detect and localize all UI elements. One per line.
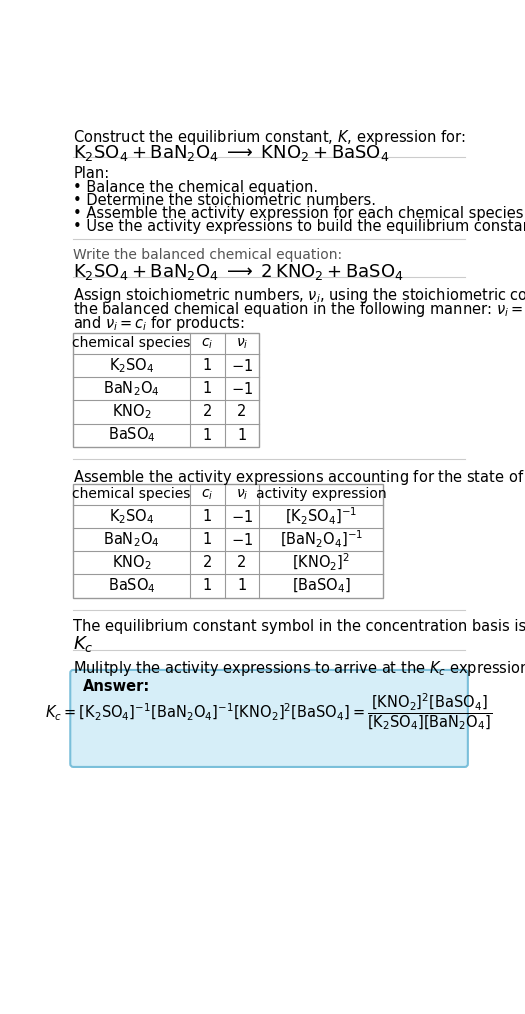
Text: $-1$: $-1$ <box>231 509 253 524</box>
Text: Mulitply the activity expressions to arrive at the $K_c$ expression:: Mulitply the activity expressions to arr… <box>74 659 525 678</box>
Text: 1: 1 <box>203 579 212 593</box>
Text: $\mathrm{KNO_2}$: $\mathrm{KNO_2}$ <box>112 403 151 422</box>
Text: $c_i$: $c_i$ <box>201 337 213 351</box>
Text: $\mathrm{K_2SO_4 + BaN_2O_4 \;\longrightarrow\; KNO_2 + BaSO_4}$: $\mathrm{K_2SO_4 + BaN_2O_4 \;\longright… <box>74 143 390 163</box>
Text: and $\nu_i = c_i$ for products:: and $\nu_i = c_i$ for products: <box>74 314 245 334</box>
Text: Answer:: Answer: <box>82 679 150 695</box>
Text: 1: 1 <box>203 532 212 548</box>
Text: 2: 2 <box>202 556 212 571</box>
Text: $\mathrm{BaN_2O_4}$: $\mathrm{BaN_2O_4}$ <box>103 379 160 399</box>
Text: 1: 1 <box>203 358 212 373</box>
Text: • Determine the stoichiometric numbers.: • Determine the stoichiometric numbers. <box>74 194 376 208</box>
Text: 2: 2 <box>237 556 247 571</box>
Text: Construct the equilibrium constant, $K$, expression for:: Construct the equilibrium constant, $K$,… <box>74 128 466 147</box>
Text: 1: 1 <box>237 428 247 442</box>
Text: $[\mathrm{BaN_2O_4}]^{-1}$: $[\mathrm{BaN_2O_4}]^{-1}$ <box>280 529 363 551</box>
Text: • Assemble the activity expression for each chemical species.: • Assemble the activity expression for e… <box>74 207 525 221</box>
Text: $\mathrm{K_2SO_4}$: $\mathrm{K_2SO_4}$ <box>109 356 154 375</box>
Text: chemical species: chemical species <box>72 337 191 351</box>
Text: $-1$: $-1$ <box>231 531 253 548</box>
Text: 2: 2 <box>202 405 212 420</box>
Text: $\mathrm{BaSO_4}$: $\mathrm{BaSO_4}$ <box>108 577 155 595</box>
Text: 1: 1 <box>203 428 212 442</box>
Text: $[\mathrm{K_2SO_4}]^{-1}$: $[\mathrm{K_2SO_4}]^{-1}$ <box>285 506 358 527</box>
Text: • Balance the chemical equation.: • Balance the chemical equation. <box>74 180 319 196</box>
Text: $[\mathrm{KNO_2}]^{2}$: $[\mathrm{KNO_2}]^{2}$ <box>292 553 350 574</box>
Text: $\mathrm{BaN_2O_4}$: $\mathrm{BaN_2O_4}$ <box>103 530 160 550</box>
Text: $\mathrm{BaSO_4}$: $\mathrm{BaSO_4}$ <box>108 426 155 444</box>
Text: Write the balanced chemical equation:: Write the balanced chemical equation: <box>74 248 342 262</box>
Text: • Use the activity expressions to build the equilibrium constant expression.: • Use the activity expressions to build … <box>74 219 525 234</box>
Text: 1: 1 <box>203 381 212 396</box>
Text: $c_i$: $c_i$ <box>201 487 213 502</box>
Text: The equilibrium constant symbol in the concentration basis is:: The equilibrium constant symbol in the c… <box>74 620 525 634</box>
FancyBboxPatch shape <box>70 670 468 767</box>
Text: $-1$: $-1$ <box>231 381 253 396</box>
Text: Assemble the activity expressions accounting for the state of matter and $\nu_i$: Assemble the activity expressions accoun… <box>74 468 525 487</box>
Text: activity expression: activity expression <box>256 488 387 501</box>
Text: $-1$: $-1$ <box>231 358 253 374</box>
Text: $\mathrm{K_2SO_4}$: $\mathrm{K_2SO_4}$ <box>109 507 154 526</box>
Text: $\mathrm{K_2SO_4 + BaN_2O_4 \;\longrightarrow\; 2\,KNO_2 + BaSO_4}$: $\mathrm{K_2SO_4 + BaN_2O_4 \;\longright… <box>74 262 404 282</box>
Text: $\mathrm{KNO_2}$: $\mathrm{KNO_2}$ <box>112 554 151 572</box>
Text: $K_c$: $K_c$ <box>74 635 94 654</box>
Text: 2: 2 <box>237 405 247 420</box>
Text: $K_c = [\mathrm{K_2SO_4}]^{-1}[\mathrm{BaN_2O_4}]^{-1}[\mathrm{KNO_2}]^{2}[\math: $K_c = [\mathrm{K_2SO_4}]^{-1}[\mathrm{B… <box>46 692 492 732</box>
Text: $\nu_i$: $\nu_i$ <box>236 487 248 502</box>
Text: chemical species: chemical species <box>72 488 191 501</box>
Text: Assign stoichiometric numbers, $\nu_i$, using the stoichiometric coefficients, $: Assign stoichiometric numbers, $\nu_i$, … <box>74 287 525 305</box>
Text: $\nu_i$: $\nu_i$ <box>236 337 248 351</box>
Text: 1: 1 <box>237 579 247 593</box>
Bar <box>74 484 383 597</box>
Text: $[\mathrm{BaSO_4}]$: $[\mathrm{BaSO_4}]$ <box>292 577 351 595</box>
Bar <box>74 333 259 446</box>
Text: 1: 1 <box>203 509 212 524</box>
Text: the balanced chemical equation in the following manner: $\nu_i = -c_i$ for react: the balanced chemical equation in the fo… <box>74 300 525 319</box>
Text: Plan:: Plan: <box>74 166 110 182</box>
